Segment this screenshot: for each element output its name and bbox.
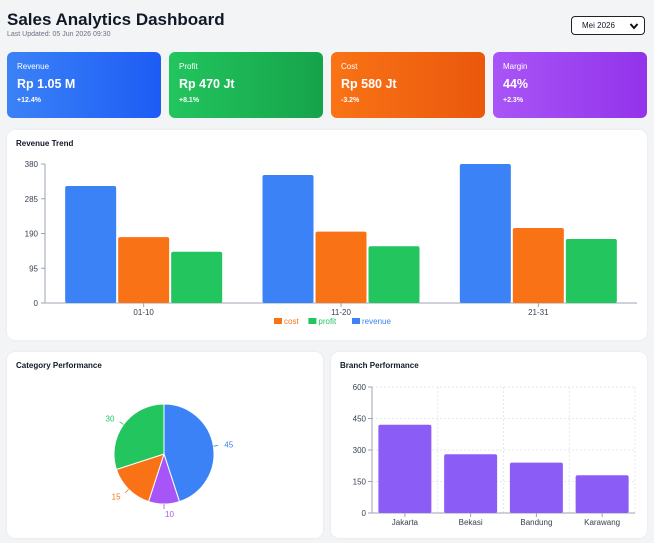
bar-bandung — [509, 462, 563, 513]
y-tick-label: 0 — [362, 509, 367, 518]
y-tick-label: 190 — [25, 230, 39, 239]
y-tick-label: 150 — [353, 478, 367, 487]
bar-profit-11-20 — [368, 246, 420, 303]
y-tick-label: 0 — [34, 299, 39, 308]
legend-label-profit: profit — [318, 317, 337, 326]
kpi-label: Revenue — [17, 62, 50, 71]
category-pie-chart: 45 10 15 30 — [106, 403, 234, 519]
pie-label-15: 15 — [112, 492, 121, 501]
bar-bekasi — [444, 454, 498, 513]
bar-cost-21-31 — [512, 228, 564, 303]
x-tick-label: 11-20 — [331, 308, 351, 317]
kpi-change: -3.2% — [341, 97, 360, 104]
bar-profit-21-31 — [565, 238, 617, 303]
pie-leader-45 — [213, 445, 219, 447]
kpi-label: Cost — [341, 62, 358, 71]
revenue-trend-card: Revenue Trend 0 95 190 285 380 01-10 11-20 21-3… — [7, 130, 647, 340]
header: Sales Analytics Dashboard Last Updated: … — [7, 10, 225, 38]
pie-label-30: 30 — [106, 415, 115, 424]
kpi-change: +8.1% — [179, 97, 200, 104]
kpi-label: Margin — [503, 62, 528, 71]
y-tick-label: 300 — [353, 446, 367, 455]
x-tick-label: Bekasi — [459, 518, 483, 527]
bar-revenue-01-10 — [65, 185, 117, 303]
bar-karawang — [575, 475, 629, 513]
legend-swatch-revenue — [352, 318, 360, 324]
y-tick-label: 600 — [353, 383, 367, 392]
bar-cost-01-10 — [118, 237, 170, 303]
month-select-value: Mei 2026 — [582, 21, 615, 30]
kpi-card-revenue: Revenue Rp 1.05 M +12.4% — [7, 52, 161, 118]
y-tick-label: 450 — [353, 415, 367, 424]
x-tick-label: Karawang — [584, 518, 620, 527]
kpi-card-margin: Margin 44% +2.3% — [493, 52, 647, 118]
pie-label-45: 45 — [224, 441, 233, 450]
legend-swatch-profit — [308, 318, 317, 324]
branch-performance-title: Branch Performance — [340, 361, 419, 370]
revenue-trend-title: Revenue Trend — [16, 139, 74, 148]
legend-label-cost: cost — [284, 317, 299, 326]
category-performance-title: Category Performance — [16, 361, 102, 370]
pie-leader-15 — [124, 489, 129, 494]
category-performance-card: Category Performance 45 10 15 30 — [7, 352, 323, 538]
y-tick-label: 285 — [25, 195, 39, 204]
bar-revenue-21-31 — [459, 164, 511, 303]
branch-bar-chart: 0 150 300 450 600 Jakarta Bekasi Bandung Karawan… — [353, 383, 636, 527]
kpi-change: +12.4% — [17, 97, 41, 104]
kpi-change: +2.3% — [503, 97, 524, 104]
legend-label-revenue: revenue — [362, 317, 391, 326]
y-tick-label: 95 — [29, 264, 38, 273]
kpi-value: 44% — [503, 77, 529, 91]
revenue-trend-chart: 0 95 190 285 380 01-10 11-20 21-31 cost profit rev… — [25, 160, 637, 326]
chevron-down-icon — [629, 23, 639, 30]
pie-label-10: 10 — [165, 510, 174, 519]
bar-revenue-11-20 — [262, 174, 314, 303]
x-tick-label: Bandung — [520, 518, 552, 527]
bar-cost-11-20 — [315, 231, 367, 303]
page-title: Sales Analytics Dashboard — [7, 10, 225, 29]
bar-profit-01-10 — [171, 251, 223, 303]
legend-swatch-cost — [274, 318, 282, 324]
month-select[interactable]: Mei 2026 — [571, 16, 645, 35]
kpi-value: Rp 470 Jt — [179, 77, 235, 91]
x-tick-label: Jakarta — [392, 518, 419, 527]
kpi-value: Rp 580 Jt — [341, 77, 397, 91]
y-tick-label: 380 — [25, 160, 39, 169]
kpi-value: Rp 1.05 M — [17, 77, 76, 91]
x-tick-label: 21-31 — [528, 308, 549, 317]
pie-leader-30 — [119, 421, 124, 425]
bar-jakarta — [378, 424, 432, 513]
last-updated: Last Updated: 05 Jun 2026 09:30 — [7, 31, 111, 38]
kpi-label: Profit — [179, 62, 198, 71]
kpi-card-profit: Profit Rp 470 Jt +8.1% — [169, 52, 323, 118]
x-tick-label: 01-10 — [133, 308, 154, 317]
kpi-card-cost: Cost Rp 580 Jt -3.2% — [331, 52, 485, 118]
branch-performance-card: Branch Performance 0 150 300 450 600 Jakarta B… — [331, 352, 647, 538]
